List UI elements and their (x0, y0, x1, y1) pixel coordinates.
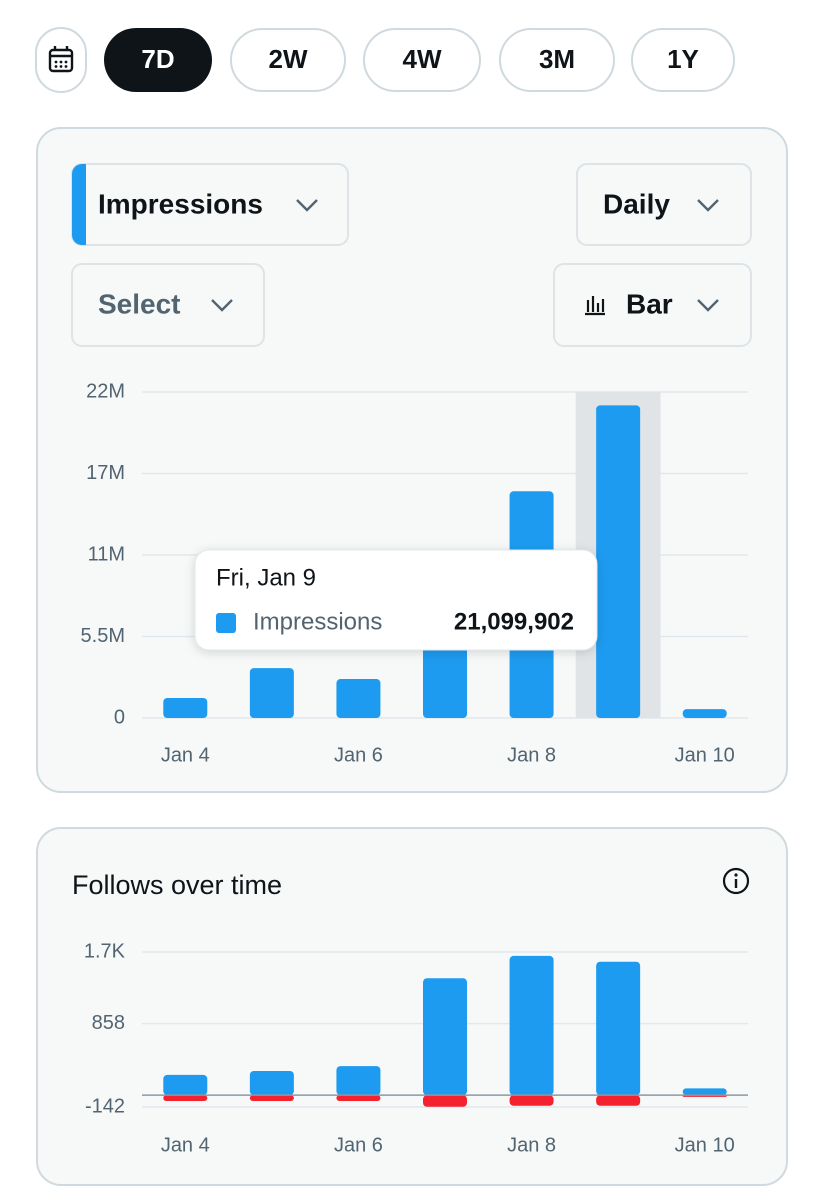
y-tick-label: -142 (85, 1095, 125, 1117)
bar (596, 405, 641, 718)
bar (249, 1070, 294, 1096)
bar (682, 1088, 727, 1096)
range-label: 2W (269, 44, 308, 74)
bar (163, 1074, 208, 1096)
interval-label: Daily (603, 188, 670, 219)
bar (336, 1095, 381, 1101)
tooltip-title: Fri, Jan 9 (216, 564, 316, 591)
range-1y[interactable]: 1Y (631, 28, 735, 92)
y-tick-label: 5.5M (81, 625, 125, 647)
x-tick-label: Jan 6 (334, 744, 383, 766)
range-label: 7D (141, 44, 174, 74)
y-tick-label: 22M (86, 380, 125, 402)
y-tick-label: 11M (88, 543, 125, 565)
x-tick-label: Jan 8 (507, 1134, 556, 1156)
metric-dropdown[interactable]: Impressions (71, 163, 349, 246)
style-label: Bar (626, 288, 673, 319)
bar (596, 961, 641, 1096)
range-label: 1Y (667, 44, 699, 74)
bar (249, 1095, 294, 1101)
interval-dropdown[interactable]: Daily (576, 163, 752, 246)
y-tick-label: 1.7K (84, 940, 126, 962)
range-3m[interactable]: 3M (499, 28, 615, 92)
tooltip-series: Impressions (253, 608, 382, 635)
tooltip-value: 21,099,902 (454, 608, 574, 635)
bar (423, 978, 467, 1096)
y-tick-label: 17M (86, 462, 125, 484)
x-tick-label: Jan 6 (334, 1134, 383, 1156)
bar (509, 1095, 554, 1106)
tooltip: Fri, Jan 9 Impressions 21,099,902 (194, 549, 598, 651)
bar (336, 679, 381, 718)
tooltip-box (194, 549, 598, 651)
bar (596, 1095, 641, 1106)
bar (249, 668, 294, 718)
compare-dropdown[interactable]: Select (71, 263, 265, 347)
calendar-button[interactable] (35, 27, 87, 93)
bar (509, 955, 554, 1096)
bar (336, 1066, 381, 1096)
info-icon[interactable] (722, 867, 750, 895)
range-label: 3M (539, 44, 575, 74)
chart-title: Follows over time (72, 870, 282, 900)
x-tick-label: Jan 4 (161, 744, 210, 766)
range-label: 4W (403, 44, 442, 74)
x-tick-label: Jan 10 (675, 744, 735, 766)
bar (682, 709, 727, 718)
bar (423, 1095, 467, 1107)
y-tick-label: 858 (92, 1012, 125, 1034)
x-tick-label: Jan 4 (161, 1134, 210, 1156)
bar (163, 1095, 208, 1101)
compare-label: Select (98, 288, 181, 319)
range-4w[interactable]: 4W (363, 28, 481, 92)
tooltip-swatch (216, 613, 236, 633)
metric-label: Impressions (98, 188, 263, 219)
y-tick-label: 0 (114, 706, 125, 728)
range-7d[interactable]: 7D (104, 28, 212, 92)
bar (163, 697, 208, 718)
style-dropdown[interactable]: Bar (553, 263, 752, 347)
x-tick-label: Jan 10 (675, 1134, 735, 1156)
toolbar: 7D 2W 4W 3M 1Y (35, 27, 735, 93)
range-2w[interactable]: 2W (230, 28, 346, 92)
x-tick-label: Jan 8 (507, 744, 556, 766)
